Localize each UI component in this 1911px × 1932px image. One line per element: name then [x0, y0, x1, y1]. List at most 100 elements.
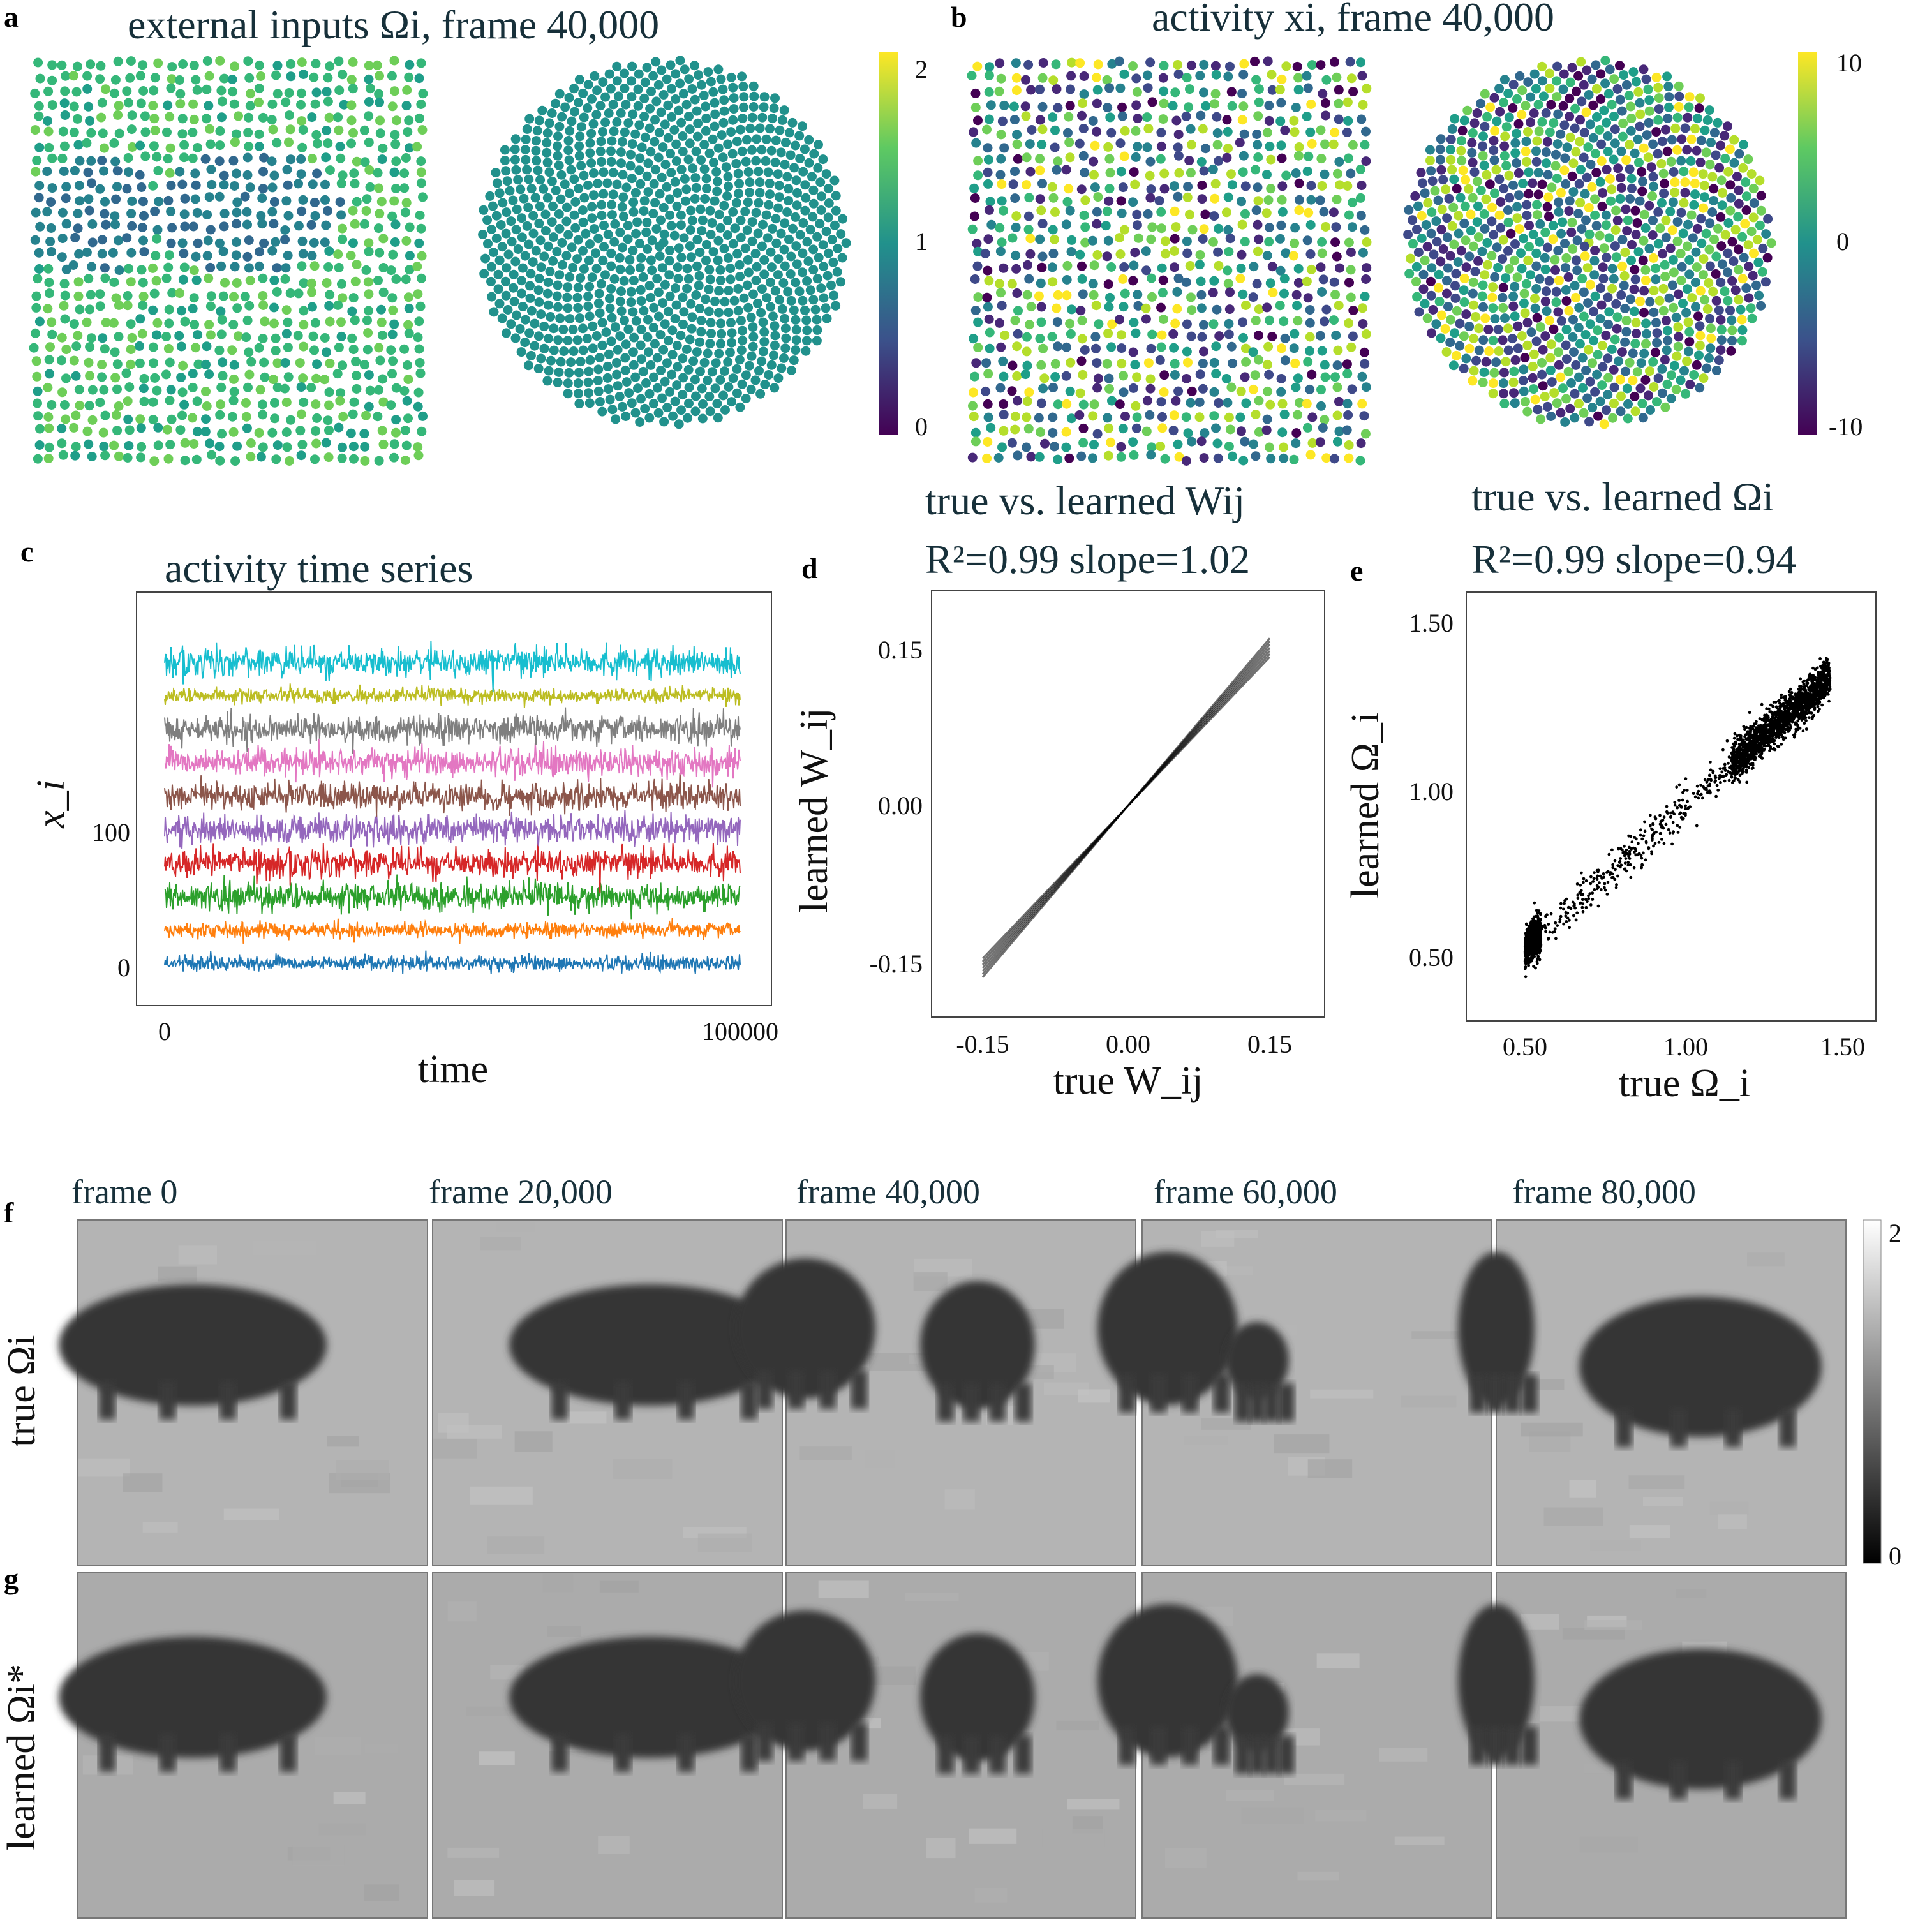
activity-node — [1596, 156, 1607, 166]
input-node — [576, 161, 586, 171]
activity-node — [1102, 251, 1112, 262]
activity-node — [1551, 149, 1561, 160]
input-node — [258, 291, 268, 301]
panel-b-cbar-tick-mid: 0 — [1836, 227, 1849, 256]
activity-node — [1651, 127, 1662, 137]
activity-node — [1356, 438, 1366, 449]
activity-node — [1090, 140, 1100, 151]
input-node — [502, 328, 511, 338]
input-node — [520, 338, 530, 348]
input-node — [734, 355, 745, 365]
input-node — [242, 219, 252, 230]
activity-node — [1505, 193, 1515, 203]
activity-node — [1556, 228, 1566, 239]
scatter-point — [1628, 845, 1631, 849]
input-node — [761, 210, 771, 220]
activity-node — [1079, 211, 1089, 221]
activity-node — [1686, 156, 1696, 166]
activity-node — [1105, 112, 1115, 123]
activity-node — [1637, 399, 1647, 409]
input-node — [281, 329, 292, 339]
input-node — [701, 101, 711, 112]
activity-node — [1653, 207, 1663, 217]
activity-node — [1411, 262, 1422, 272]
activity-node — [1036, 427, 1046, 437]
input-node — [644, 413, 655, 423]
activity-node — [1316, 385, 1326, 395]
series-line-0 — [164, 950, 741, 975]
input-node — [761, 134, 771, 144]
activity-node — [1065, 318, 1075, 329]
input-node — [244, 235, 254, 246]
activity-node — [1266, 154, 1276, 165]
activity-node — [1672, 145, 1683, 155]
activity-node — [1474, 345, 1484, 355]
input-node — [534, 273, 544, 283]
activity-node — [1702, 115, 1713, 125]
input-node — [593, 234, 604, 244]
input-node — [33, 454, 43, 464]
activity-node — [1184, 156, 1194, 166]
activity-node — [1609, 112, 1619, 121]
input-node — [413, 450, 424, 461]
input-node — [544, 118, 554, 128]
input-node — [736, 232, 746, 242]
input-node — [414, 73, 424, 84]
input-node — [43, 454, 54, 463]
input-node — [620, 353, 630, 363]
input-node — [42, 207, 52, 217]
input-node — [45, 342, 55, 352]
input-node — [404, 72, 414, 82]
activity-node — [1436, 165, 1446, 175]
input-node — [43, 86, 54, 96]
activity-node — [1050, 372, 1060, 382]
activity-node — [1236, 386, 1246, 396]
activity-node — [1545, 127, 1555, 137]
activity-node — [1132, 209, 1142, 219]
input-node — [650, 198, 660, 208]
activity-node — [1552, 76, 1562, 86]
input-node — [404, 115, 414, 126]
activity-node — [1499, 389, 1508, 399]
input-node — [126, 359, 136, 369]
input-node — [620, 365, 630, 375]
input-node — [373, 412, 383, 422]
input-node — [773, 254, 784, 264]
input-node — [671, 69, 681, 79]
scatter-point — [1673, 801, 1677, 804]
activity-node — [1454, 211, 1464, 221]
activity-node — [997, 116, 1008, 126]
input-node — [405, 265, 415, 275]
input-node — [230, 61, 240, 71]
activity-node — [969, 334, 979, 344]
activity-node — [1065, 152, 1075, 163]
activity-node — [1723, 248, 1733, 258]
activity-node — [1621, 204, 1631, 214]
activity-node — [1699, 254, 1709, 264]
activity-node — [1157, 288, 1168, 298]
activity-node — [1589, 256, 1600, 266]
activity-node — [1198, 383, 1208, 394]
activity-node — [1638, 413, 1648, 423]
input-node — [545, 267, 555, 276]
activity-node — [1026, 452, 1036, 462]
activity-node — [1459, 297, 1469, 307]
activity-node — [1293, 278, 1304, 288]
input-node — [663, 100, 673, 110]
input-node — [760, 380, 770, 389]
activity-node — [999, 263, 1009, 273]
input-node — [720, 405, 730, 415]
input-node — [628, 246, 638, 256]
input-node — [282, 442, 292, 452]
input-node — [730, 223, 740, 234]
activity-node — [1580, 330, 1591, 339]
input-node — [34, 101, 44, 111]
input-node — [164, 250, 174, 260]
activity-node — [1651, 318, 1661, 328]
activity-node — [1459, 331, 1469, 341]
activity-node — [1621, 316, 1632, 325]
scatter-point — [1714, 794, 1718, 798]
activity-node — [1412, 225, 1422, 234]
input-node — [680, 174, 690, 184]
input-node — [636, 253, 646, 263]
